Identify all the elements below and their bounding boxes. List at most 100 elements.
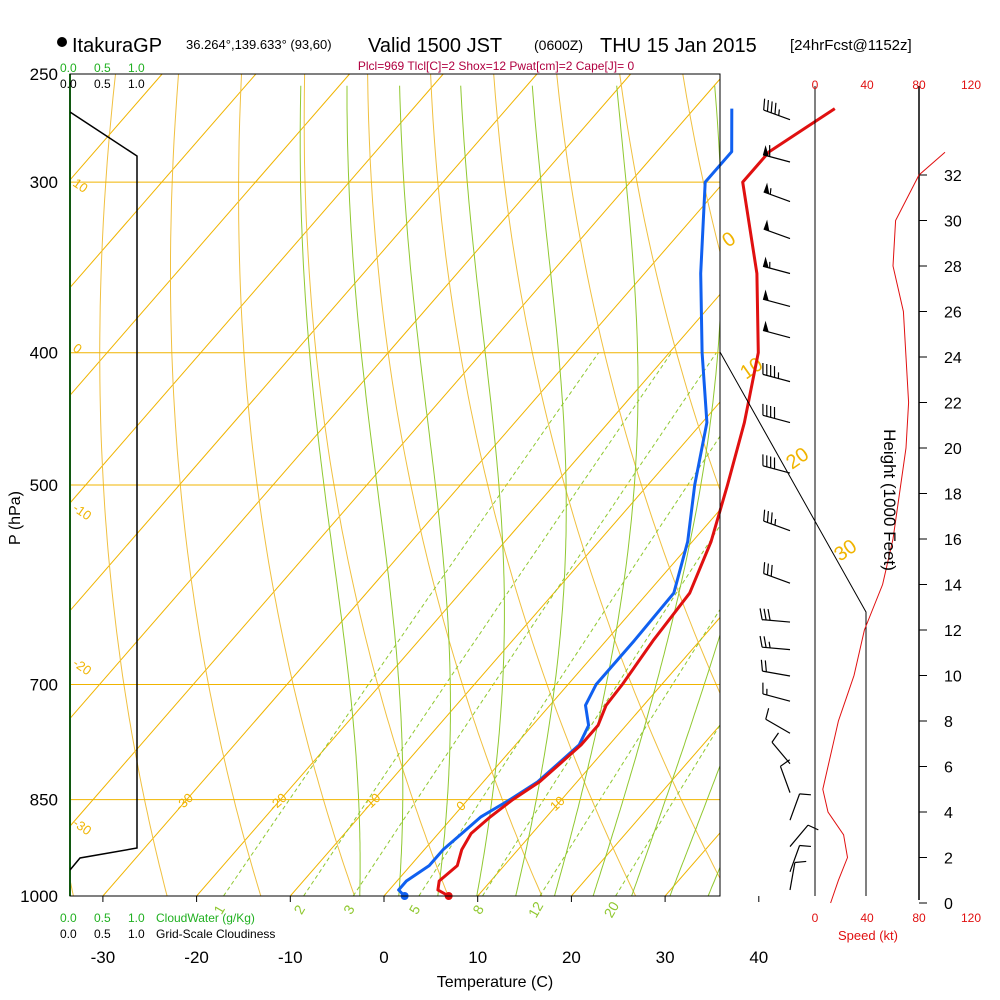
- wind-barb: [762, 145, 791, 163]
- dry-adiabat-line: [619, 73, 721, 491]
- height-tick-label: 16: [944, 532, 962, 549]
- dry-adiabat-line: [99, 73, 168, 897]
- speed-tick-bottom: 0: [812, 911, 819, 925]
- cloudiness-label: Grid-Scale Cloudiness: [156, 927, 275, 941]
- height-tick-label: 28: [944, 259, 962, 276]
- mixing-ratio-line: [539, 609, 721, 897]
- height-tick-label: 4: [944, 805, 953, 822]
- height-tick-label: 12: [944, 623, 962, 640]
- speed-tick-top: 0: [812, 78, 819, 92]
- wind-barb: [765, 708, 791, 734]
- isotherm-line: [69, 73, 444, 504]
- wind-barb-full: [766, 563, 769, 575]
- pressure-label: 300: [30, 173, 58, 192]
- wind-barb-flag: [762, 289, 769, 301]
- cloud-tick-top-0: 0.0: [60, 61, 77, 75]
- wind-barb-full: [766, 511, 769, 523]
- height-tick-label: 22: [944, 396, 962, 413]
- wind-barb-staff: [789, 824, 809, 847]
- wind-barb-staff: [762, 465, 791, 474]
- wind-barb: [762, 362, 791, 383]
- wind-barb-full: [770, 512, 773, 524]
- x-tick-label: 20: [562, 948, 581, 967]
- isotherm-line: [69, 73, 257, 288]
- moist-adiabat-line: [554, 85, 639, 897]
- x-tick-label: 10: [468, 948, 487, 967]
- wind-barb-staff: [762, 646, 791, 651]
- wind-barb-full: [763, 608, 767, 621]
- height-tick-label: 30: [944, 214, 962, 231]
- station-dot-icon: [57, 37, 67, 47]
- height-tick-label: 24: [944, 350, 962, 367]
- wind-barb-staff: [762, 154, 791, 163]
- isotherm-line: [69, 73, 163, 181]
- stability-indices: Plcl=969 Tlcl[C]=2 Shox=12 Pwat[cm]=2 Ca…: [358, 59, 635, 73]
- temperature-line: [436, 107, 836, 898]
- wind-barb: [771, 732, 791, 765]
- wind-barb: [763, 562, 791, 584]
- wind-barb: [762, 320, 791, 339]
- x-axis-label: Temperature (C): [437, 974, 553, 991]
- wind-barb-staff: [763, 191, 791, 203]
- wind-barb: [789, 793, 811, 821]
- pressure-label: 500: [30, 476, 58, 495]
- isotherm-line: [477, 617, 721, 897]
- wind-barb-staff: [779, 766, 791, 793]
- pressure-label: 250: [30, 65, 58, 84]
- wind-barb-full: [760, 659, 764, 672]
- wind-barb-full: [763, 636, 767, 648]
- wind-barbs: [759, 98, 819, 891]
- speed-tick-bottom: 80: [912, 911, 926, 925]
- dry-adiabat-line: [430, 73, 637, 897]
- wind-barb: [762, 289, 791, 308]
- cloud-tick-top-1: 0.5: [94, 61, 111, 75]
- x-tick-label: 30: [656, 948, 675, 967]
- cloudiness-tick-top-1: 0.5: [94, 77, 111, 91]
- cloud-tick-top-2: 1.0: [128, 61, 145, 75]
- speed-tick-bottom: 40: [860, 911, 874, 925]
- wind-barb-full: [799, 844, 811, 848]
- moist-adiabat-line: [669, 765, 721, 897]
- wind-barb-half: [769, 188, 772, 195]
- speed-tick-bottom: 120: [961, 911, 981, 925]
- wind-barb-full: [764, 660, 767, 672]
- wind-barb-staff: [789, 862, 796, 891]
- mixing-ratio-label: 12: [525, 899, 547, 921]
- cloud-tick-bottom-1: 0.5: [94, 911, 111, 925]
- pressure-label: 700: [30, 676, 58, 695]
- mixing-ratio-label: 20: [600, 899, 622, 921]
- forecast-info: [24hrFcst@1152z]: [790, 37, 912, 54]
- station-name: ItakuraGP: [72, 35, 162, 57]
- isotherm-line: [289, 401, 721, 897]
- wind-barb-staff: [763, 228, 791, 240]
- cloudiness-tick-bottom-1: 0.5: [94, 927, 111, 941]
- wind-barb: [762, 454, 791, 474]
- wind-barb: [762, 682, 791, 702]
- height-tick-label: 2: [944, 851, 953, 868]
- wind-barb-staff: [762, 693, 791, 702]
- wind-barb-flag: [762, 256, 769, 268]
- pressure-labels: 250 300 400 500 700 850 1000: [20, 65, 58, 906]
- wind-barb-flag: [763, 182, 770, 195]
- wind-barb-staff: [763, 109, 791, 121]
- wind-barb-staff: [762, 670, 791, 677]
- wind-barb-staff: [762, 265, 791, 275]
- height-tick-label: 8: [944, 714, 953, 731]
- wind-barb-full: [759, 635, 763, 648]
- wind-barb-full: [770, 101, 773, 113]
- wind-barb: [763, 219, 791, 240]
- y-axis-label: P (hPa): [7, 491, 24, 545]
- height-tick-label: 26: [944, 305, 962, 322]
- height-tick-label: 10: [944, 669, 962, 686]
- wind-barb: [759, 635, 791, 651]
- wind-barb-full: [770, 564, 773, 577]
- wind-speed-line: [822, 151, 946, 904]
- wind-barb-half: [768, 641, 771, 648]
- height-tick-label: 14: [944, 578, 962, 595]
- wind-barb-full: [766, 100, 769, 112]
- wind-barb-full: [774, 102, 777, 115]
- wind-barb: [759, 608, 791, 623]
- wind-barb-flag: [762, 320, 769, 332]
